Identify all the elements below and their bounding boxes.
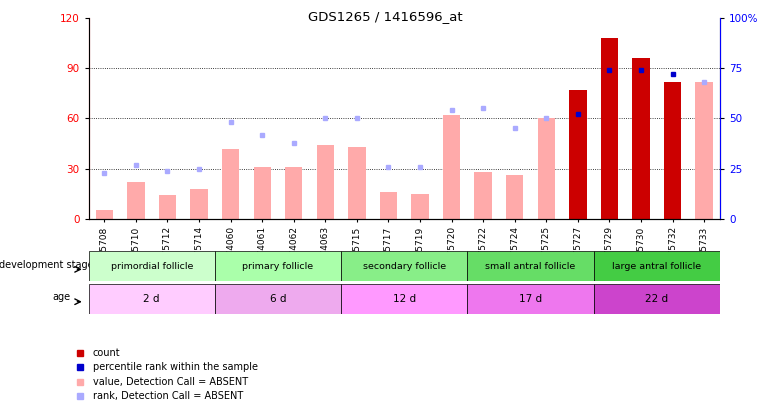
- Bar: [594, 251, 720, 281]
- Bar: [664, 82, 681, 219]
- Bar: [474, 172, 492, 219]
- Bar: [569, 90, 587, 219]
- Bar: [215, 284, 341, 314]
- Text: development stage: development stage: [0, 260, 94, 270]
- Bar: [253, 167, 271, 219]
- Bar: [632, 58, 650, 219]
- Bar: [95, 210, 113, 219]
- Text: rank, Detection Call = ABSENT: rank, Detection Call = ABSENT: [92, 391, 243, 401]
- Text: small antral follicle: small antral follicle: [485, 262, 576, 271]
- Bar: [341, 284, 467, 314]
- Bar: [89, 284, 215, 314]
- Bar: [594, 284, 720, 314]
- Bar: [316, 145, 334, 219]
- Text: 6 d: 6 d: [270, 294, 286, 304]
- Text: GDS1265 / 1416596_at: GDS1265 / 1416596_at: [308, 10, 462, 23]
- Text: 22 d: 22 d: [645, 294, 668, 304]
- Bar: [411, 194, 429, 219]
- Text: percentile rank within the sample: percentile rank within the sample: [92, 362, 258, 373]
- Bar: [537, 118, 555, 219]
- Text: large antral follicle: large antral follicle: [612, 262, 701, 271]
- Bar: [601, 38, 618, 219]
- Text: primordial follicle: primordial follicle: [111, 262, 192, 271]
- Text: secondary follicle: secondary follicle: [363, 262, 446, 271]
- Bar: [285, 167, 303, 219]
- Bar: [443, 115, 460, 219]
- Text: value, Detection Call = ABSENT: value, Detection Call = ABSENT: [92, 377, 248, 386]
- Bar: [341, 251, 467, 281]
- Text: 12 d: 12 d: [393, 294, 416, 304]
- Bar: [506, 175, 524, 219]
- Bar: [127, 182, 145, 219]
- Bar: [159, 195, 176, 219]
- Text: age: age: [52, 292, 70, 302]
- Text: 17 d: 17 d: [519, 294, 542, 304]
- Bar: [89, 251, 215, 281]
- Text: primary follicle: primary follicle: [243, 262, 313, 271]
- Bar: [222, 149, 239, 219]
- Bar: [467, 251, 594, 281]
- Bar: [190, 189, 208, 219]
- Text: count: count: [92, 348, 120, 358]
- Bar: [348, 147, 366, 219]
- Bar: [215, 251, 341, 281]
- Text: 2 d: 2 d: [143, 294, 160, 304]
- Bar: [380, 192, 397, 219]
- Bar: [695, 82, 713, 219]
- Bar: [467, 284, 594, 314]
